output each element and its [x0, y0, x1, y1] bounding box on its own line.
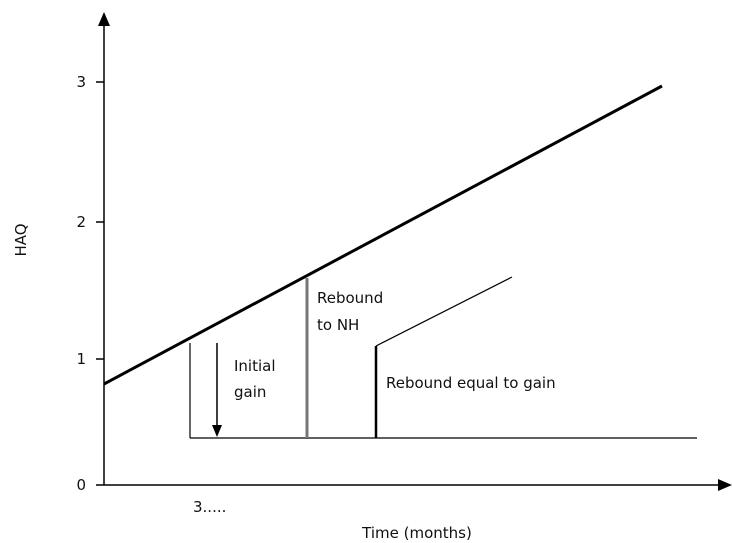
- y-axis-arrow: [98, 12, 110, 26]
- rebound-equal-label: Rebound equal to gain: [386, 374, 556, 392]
- initial-gain-arrow-head: [212, 425, 222, 437]
- y-tick-label-2: 2: [76, 213, 86, 231]
- initial-gain-label-1: Initial: [234, 357, 276, 375]
- natural-history-line: [103, 84, 663, 386]
- y-axis-label: HAQ: [12, 223, 30, 256]
- x-axis-label: Time (months): [361, 524, 472, 542]
- initial-gain-label-2: gain: [234, 383, 266, 401]
- x-axis-arrow: [718, 479, 732, 491]
- rebound-nh-label-2: to NH: [317, 316, 359, 334]
- y-tick-label-3: 3: [76, 73, 86, 91]
- y-tick-label-0: 0: [76, 476, 86, 494]
- rebound-nh-label-1: Rebound: [317, 289, 383, 307]
- rebound-equal-slope: [375, 276, 513, 347]
- y-tick-label-1: 1: [76, 350, 86, 368]
- x-tick-label: 3.....: [193, 498, 226, 516]
